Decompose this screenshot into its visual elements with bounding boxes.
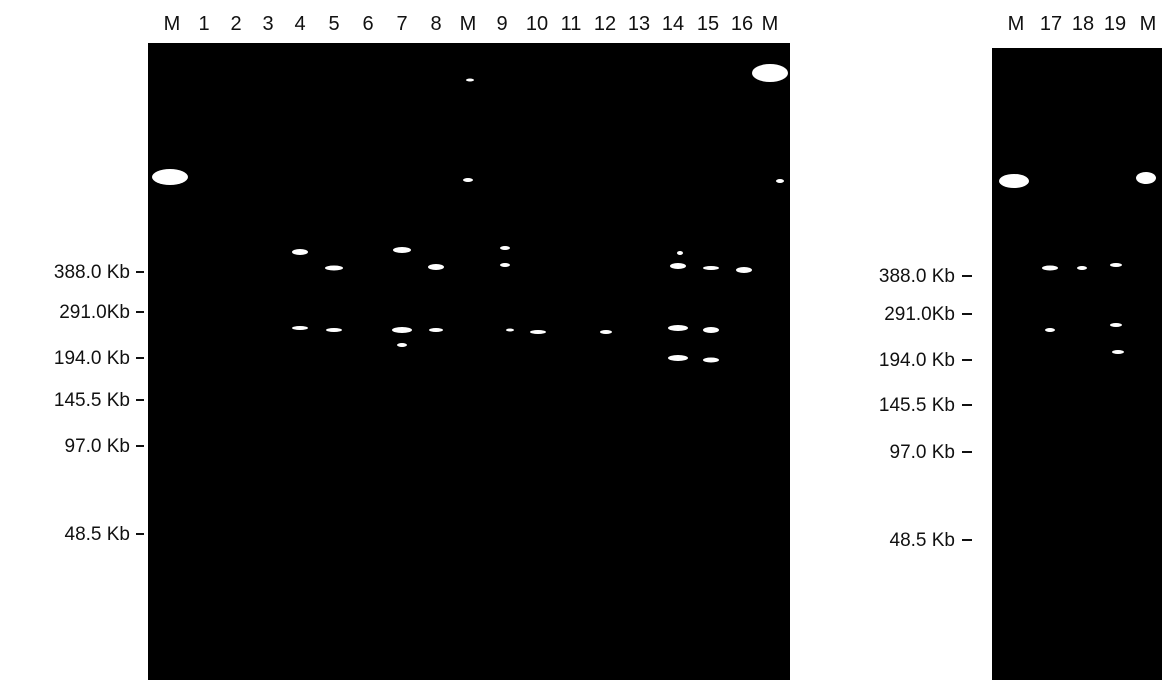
size-marker-label: 145.5 Kb	[54, 390, 130, 411]
lane-label: 15	[697, 13, 719, 35]
gel-band	[1042, 266, 1058, 271]
gel-band	[703, 327, 719, 333]
gel-right	[992, 48, 1162, 680]
lane-label: 17	[1040, 13, 1062, 35]
gel-band	[1110, 263, 1122, 267]
lane-label: 19	[1104, 13, 1126, 35]
size-marker-label: 97.0 Kb	[890, 442, 956, 463]
lane-label: 3	[262, 13, 273, 35]
lane-label: 18	[1072, 13, 1094, 35]
size-marker-label: 291.0Kb	[884, 304, 955, 325]
size-marker-label: 48.5 Kb	[65, 524, 131, 545]
lane-label: 11	[561, 13, 582, 35]
lane-label: 14	[662, 13, 684, 35]
gel-band	[506, 329, 514, 332]
gel-band	[670, 263, 686, 269]
gel-band	[1136, 172, 1156, 184]
gel-band	[1112, 350, 1124, 354]
lane-label: M	[1140, 13, 1157, 35]
lane-label: 13	[628, 13, 650, 35]
gel-band	[428, 264, 444, 270]
gel-band	[999, 174, 1029, 188]
gel-band	[500, 246, 510, 250]
gel-band	[466, 79, 474, 82]
lane-label: 2	[230, 13, 241, 35]
lane-label: 7	[396, 13, 407, 35]
lane-label: M	[164, 13, 181, 35]
gel-band	[1045, 328, 1055, 332]
page: M12345678M910111213141516M388.0 Kb291.0K…	[0, 0, 1162, 680]
lane-label: 1	[198, 13, 209, 35]
gel-band	[1110, 323, 1122, 327]
gel-band	[530, 330, 546, 334]
size-marker-label: 145.5 Kb	[879, 395, 955, 416]
gel-band	[703, 358, 719, 363]
size-marker-label: 291.0Kb	[59, 302, 130, 323]
lane-label: 5	[328, 13, 339, 35]
gel-band	[500, 263, 510, 267]
gel-band	[326, 328, 342, 332]
gel-band	[152, 169, 188, 185]
lane-label: 9	[496, 13, 507, 35]
lane-label: M	[762, 13, 779, 35]
gel-band	[397, 343, 407, 347]
gel-left	[148, 43, 790, 680]
gel-band	[776, 179, 784, 183]
size-marker-label: 194.0 Kb	[879, 350, 955, 371]
size-marker-label: 48.5 Kb	[890, 530, 956, 551]
gel-band	[677, 251, 683, 255]
lane-label: 4	[294, 13, 305, 35]
gel-band	[736, 267, 752, 273]
gel-band	[292, 326, 308, 330]
lane-label: 8	[430, 13, 441, 35]
gel-band	[1077, 266, 1087, 270]
lane-label: 16	[731, 13, 753, 35]
gel-band	[668, 355, 688, 361]
gel-band	[325, 266, 343, 271]
lane-label: 6	[362, 13, 373, 35]
gel-band	[752, 64, 788, 82]
size-marker-label: 388.0 Kb	[879, 266, 955, 287]
gel-band	[703, 266, 719, 270]
gel-band	[429, 328, 443, 332]
size-marker-label: 388.0 Kb	[54, 262, 130, 283]
lane-label: 12	[594, 13, 616, 35]
gel-band	[600, 330, 612, 334]
lane-label: M	[460, 13, 477, 35]
size-marker-label: 194.0 Kb	[54, 348, 130, 369]
gel-band	[668, 325, 688, 331]
gel-band	[392, 327, 412, 333]
size-marker-label: 97.0 Kb	[65, 436, 131, 457]
lane-label: M	[1008, 13, 1025, 35]
gel-figure: M12345678M910111213141516M388.0 Kb291.0K…	[0, 0, 1162, 680]
lane-label: 10	[526, 13, 548, 35]
gel-band	[292, 249, 308, 255]
gel-band	[463, 178, 473, 182]
gel-band	[393, 247, 411, 253]
